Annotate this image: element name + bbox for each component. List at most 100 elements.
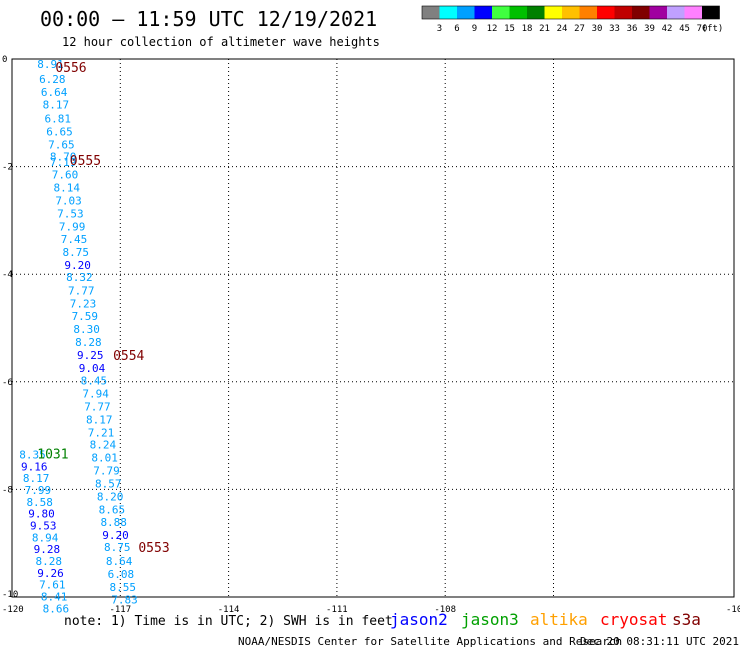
colorbar-swatch: [684, 6, 702, 19]
swh-point-label: 8.35: [19, 448, 46, 461]
colorbar-swatch: [702, 6, 720, 19]
y-axis-ticks: 0 -2 -4 -6 -8 -10: [2, 55, 18, 600]
colorbar-swatch: [632, 6, 650, 19]
swh-point-label: 8.91: [37, 58, 64, 71]
swh-point-label: 8.88: [100, 516, 127, 529]
colorbar-label: 39: [644, 24, 655, 34]
y-tick-label: -2: [2, 163, 13, 173]
footer-timestamp: Dec 20 08:31:11 UTC 2021: [580, 635, 739, 648]
swh-point-label: 7.79: [93, 465, 120, 478]
swh-point-label: 7.45: [61, 233, 88, 246]
colorbar-label: 36: [627, 24, 638, 34]
colorbar-label: 9: [472, 24, 477, 34]
swh-point-label: 7.60: [52, 169, 79, 182]
swh-point-label: 9.04: [79, 362, 106, 375]
colorbar-label: 33: [609, 24, 620, 34]
plot-area: -120 -117 -114 -111 -108 -10 0 -2 -4 -6 -8 -10 8.9…: [2, 55, 740, 615]
colorbar-label: 6: [454, 24, 459, 34]
swh-point-label: 9.80: [28, 508, 55, 521]
swh-point-label: 8.28: [35, 555, 62, 568]
colorbar-frame: [421, 5, 720, 20]
colorbar-label: 70: [697, 24, 708, 34]
swh-point-label: 8.45: [81, 375, 108, 388]
swh-point-label: 9.20: [64, 259, 91, 272]
swh-point-label: 7.19: [50, 156, 77, 169]
swh-point-label: 7.83: [111, 594, 137, 607]
swh-point-label: 7.53: [57, 207, 84, 220]
swh-point-label: 8.14: [54, 182, 81, 195]
x-tick-label: -114: [218, 605, 240, 615]
y-tick-label: -10: [2, 590, 18, 600]
colorbar-swatch: [474, 6, 492, 19]
y-tick-label: 0: [2, 55, 7, 65]
colorbar-swatch: [439, 6, 457, 19]
colorbar-label: 45: [679, 24, 690, 34]
colorbar-label: 18: [522, 24, 533, 34]
colorbar-label: 30: [592, 24, 603, 34]
swh-point-label: 8.75: [104, 541, 130, 554]
pass-time-label: 1031: [37, 447, 68, 462]
swh-point-label: 9.28: [34, 543, 61, 556]
swh-point-label: 7.65: [48, 139, 75, 152]
swh-point-label: 8.70: [50, 150, 77, 163]
pass-labels: 0556 0555 0554 0553 1031: [37, 61, 169, 556]
swh-point-label: 8.41: [41, 590, 68, 603]
swh-point-label: 8.17: [43, 99, 69, 112]
satellite-legend-altika: altika: [530, 610, 588, 629]
swh-point-label: 7.99: [59, 220, 86, 233]
plot-frame: [11, 58, 735, 598]
colorbar-legend: 3 6 9 12 15 18 21 24 27 30 33 36 39 42 45 70(ft): [421, 5, 724, 34]
swh-point-label: 8.24: [90, 439, 117, 452]
colorbar-swatch: [649, 6, 667, 19]
swh-point-label: 9.16: [21, 460, 48, 473]
swh-point-label: 8.17: [23, 472, 50, 485]
x-axis-ticks: -120 -117 -114 -111 -108 -10: [2, 605, 740, 615]
swh-point-label: 8.30: [73, 323, 100, 336]
pass-time-label: 0555: [70, 154, 101, 169]
swh-point-label: 6.08: [108, 568, 135, 581]
colorbar-unit: (ft): [702, 24, 724, 34]
swh-point-label: 7.94: [82, 388, 109, 401]
x-tick-label: -111: [326, 605, 348, 615]
swh-point-label: 7.59: [72, 310, 99, 323]
swh-point-label: 8.20: [97, 490, 124, 503]
pass-time-label: 0554: [113, 349, 144, 364]
colorbar-label: 42: [662, 24, 673, 34]
satellite-legend-s3a: s3a: [672, 610, 701, 629]
x-tick-label: -108: [434, 605, 456, 615]
footer-credit: NOAA/NESDIS Center for Satellite Applica…: [238, 635, 622, 648]
swh-point-label: 9.25: [77, 349, 104, 362]
swh-point-label: 8.57: [95, 477, 122, 490]
swh-point-label: 8.65: [99, 503, 126, 516]
colorbar-label: 12: [487, 24, 498, 34]
swh-point-label: 9.20: [102, 529, 129, 542]
colorbar-label: 21: [539, 24, 550, 34]
chart-title: 00:00 – 11:59 UTC 12/19/2021: [40, 7, 377, 31]
swh-point-label: 7.77: [84, 401, 111, 414]
swh-point-label: 8.94: [32, 531, 59, 544]
swh-point-label: 8.64: [106, 555, 133, 568]
x-tick-label: -10: [726, 605, 740, 615]
colorbar-swatch: [492, 6, 510, 19]
satellite-legend-jason3: jason3: [461, 610, 519, 629]
swh-point-label: 8.32: [66, 271, 93, 284]
swh-point-label: 6.65: [46, 126, 73, 139]
satellite-legend-cryosat: cryosat: [600, 610, 667, 629]
colorbar-swatch: [457, 6, 475, 19]
swh-point-label: 6.28: [39, 73, 65, 86]
satellite-legend: jason2 jason3 altika cryosat s3a: [390, 610, 701, 629]
colorbar-swatch: [509, 6, 527, 19]
chart-subtitle: 12 hour collection of altimeter wave hei…: [62, 35, 380, 49]
swh-point-label: 9.26: [37, 567, 64, 580]
swh-point-label: 9.53: [30, 519, 57, 532]
colorbar-swatch: [527, 6, 545, 19]
swh-point-label: 8.28: [75, 336, 102, 349]
swh-point-label: 8.55: [109, 581, 136, 594]
colorbar-swatch: [562, 6, 580, 19]
swh-point-label: 8.17: [86, 413, 113, 426]
pass-time-label: 0556: [55, 61, 86, 76]
grid-lines: [12, 59, 734, 597]
colorbar-swatch: [579, 6, 597, 19]
swh-point-label: 8.75: [63, 246, 90, 259]
